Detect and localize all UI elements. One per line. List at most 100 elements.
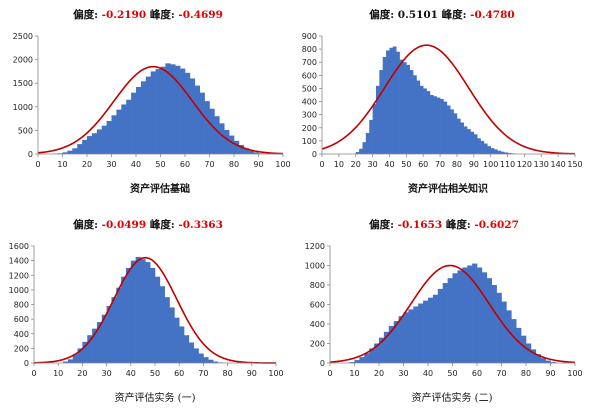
histogram-bar [446, 105, 451, 154]
histogram-bar [359, 148, 363, 154]
x-axis-label: 资产评估实务 (二) [412, 391, 493, 404]
x-tick-label: 100 [483, 160, 498, 169]
y-tick-label: 0 [24, 359, 29, 368]
histogram-bar [354, 360, 360, 363]
x-tick-label: 10 [334, 160, 344, 169]
y-tick-label: 400 [14, 330, 29, 339]
x-tick-label: 40 [423, 369, 433, 378]
histogram-bar [379, 337, 385, 363]
y-tick-label: 1000 [305, 262, 325, 271]
skewness-value: -0.1653 [394, 219, 442, 231]
x-tick-label: 60 [418, 160, 428, 169]
histogram-bar [540, 358, 546, 364]
x-tick-label: 60 [174, 369, 184, 378]
histogram-bar [111, 297, 117, 363]
x-tick-label: 120 [517, 160, 532, 169]
histogram-bar [429, 95, 434, 154]
histogram-bar [82, 139, 88, 154]
histogram-bar [396, 51, 400, 155]
skewness-label: 偏度: [73, 8, 98, 21]
x-tick-label: 50 [150, 369, 160, 378]
histogram-bar [208, 359, 214, 363]
histogram-bar [500, 151, 505, 154]
histogram-bar [521, 335, 527, 363]
y-tick-label: 2000 [13, 56, 33, 65]
x-tick-label: 40 [126, 369, 136, 378]
skewness-value: -0.0499 [98, 219, 146, 231]
histogram-bar [392, 46, 397, 154]
y-tick-label: 1200 [9, 271, 29, 280]
histogram-bar [189, 78, 196, 154]
histogram-bar [403, 312, 409, 363]
chart-panel-3: 偏度: -0.0499 峰度: -0.3363 0 10 20 30 40 50 60 70 80… [9, 218, 284, 404]
histogram-bar [450, 109, 454, 154]
histogram-bar [437, 288, 443, 363]
histogram-bar [135, 256, 141, 363]
x-tick-label: 100 [268, 369, 283, 378]
histogram-bar [472, 263, 478, 363]
y-tick-label: 800 [14, 301, 29, 310]
x-tick-label: 30 [368, 160, 378, 169]
histogram-bar [175, 65, 181, 154]
histogram-bar [399, 59, 404, 154]
histogram-bar [447, 278, 453, 363]
histogram-bar [96, 129, 102, 154]
x-tick-label: 140 [550, 160, 565, 169]
histogram-bar [457, 270, 463, 364]
histogram-bar [507, 152, 512, 154]
y-tick-label: 0 [28, 150, 33, 159]
histogram-bar [393, 321, 399, 363]
histogram-bar [426, 91, 431, 154]
histogram-bar [442, 283, 448, 363]
y-tick-label: 1000 [13, 103, 33, 112]
histogram-bar [349, 362, 355, 363]
y-tick-label: 1000 [9, 286, 29, 295]
histogram-bar [145, 76, 151, 154]
y-tick-label: 800 [302, 45, 317, 54]
skewness-label: 偏度: [369, 8, 394, 21]
histogram-bar [477, 138, 481, 154]
histogram-bar [155, 276, 161, 363]
y-tick-label: 2500 [13, 32, 33, 41]
x-tick-label: 80 [223, 369, 233, 378]
histogram-bar [253, 152, 259, 154]
histogram-bar [467, 129, 471, 154]
y-tick-label: 200 [302, 124, 317, 133]
x-tick-label: 50 [447, 369, 457, 378]
histogram-bar [185, 72, 191, 154]
histogram-bar [470, 131, 475, 154]
chart-title: 偏度: -0.0499 峰度: -0.3363 [73, 218, 223, 231]
histogram-bar [408, 309, 414, 364]
histogram-bar [440, 98, 444, 154]
x-tick-label: 90 [247, 369, 257, 378]
y-tick-label: 1200 [305, 242, 325, 251]
histogram-bar [364, 353, 370, 363]
histogram-bar [62, 152, 68, 154]
histogram-bar [174, 317, 180, 363]
histogram-bar [77, 348, 83, 364]
skewness-value: 0.5101 [394, 9, 438, 21]
histogram-bar [72, 354, 78, 363]
histogram-bar [463, 126, 468, 154]
histogram-bar [125, 267, 132, 363]
histogram-bar [359, 357, 365, 363]
x-tick-label: 0 [31, 369, 36, 378]
histogram-bar [159, 286, 165, 363]
x-tick-label: 0 [327, 369, 332, 378]
histogram-bar [234, 140, 240, 154]
histogram-bar [511, 319, 517, 364]
y-tick-label: 200 [14, 344, 29, 353]
skewness-label: 偏度: [369, 218, 394, 231]
histogram-bar [413, 306, 419, 363]
histogram-bar [491, 285, 497, 363]
histogram-bar [433, 96, 437, 154]
y-tick-label: 800 [310, 281, 325, 290]
x-tick-label: 70 [198, 369, 208, 378]
y-tick-label: 100 [302, 137, 317, 146]
x-tick-label: 20 [351, 160, 361, 169]
histogram-bar [355, 152, 360, 154]
y-tick-label: 1400 [9, 257, 29, 266]
x-tick-label: 40 [384, 160, 394, 169]
histogram-bar [165, 63, 171, 154]
x-tick-label: 130 [534, 160, 549, 169]
